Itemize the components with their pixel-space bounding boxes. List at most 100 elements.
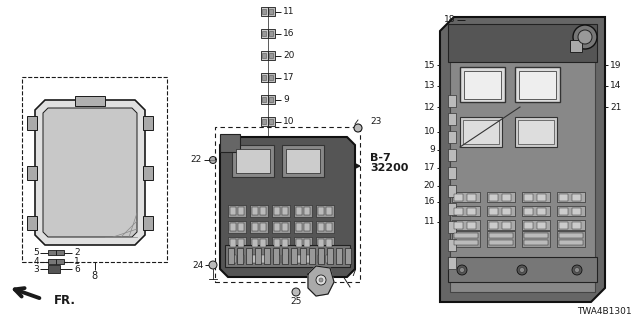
Bar xyxy=(268,29,275,38)
Bar xyxy=(489,221,498,228)
Bar xyxy=(263,173,267,178)
Text: 5: 5 xyxy=(33,248,39,257)
Bar xyxy=(268,139,275,148)
Bar xyxy=(454,240,478,245)
Bar xyxy=(272,253,290,265)
Bar xyxy=(304,239,310,247)
Bar xyxy=(448,203,456,215)
Bar xyxy=(326,207,332,215)
Bar xyxy=(262,9,266,14)
Bar xyxy=(260,207,266,215)
Circle shape xyxy=(209,156,216,164)
Bar xyxy=(326,255,332,263)
Bar xyxy=(261,95,268,104)
Bar xyxy=(255,157,262,166)
Bar xyxy=(249,185,255,194)
Bar xyxy=(448,257,456,269)
Text: 12: 12 xyxy=(424,102,435,111)
Bar xyxy=(269,159,273,164)
Bar xyxy=(48,259,56,264)
Bar xyxy=(257,173,260,178)
Bar xyxy=(250,187,254,192)
Bar xyxy=(269,185,273,190)
Bar xyxy=(448,239,456,251)
Bar xyxy=(260,255,266,263)
Text: 15: 15 xyxy=(283,183,294,192)
Text: 19: 19 xyxy=(610,60,621,69)
Bar xyxy=(489,194,498,201)
Text: 12: 12 xyxy=(283,139,294,148)
Bar xyxy=(572,207,581,214)
Text: 32200: 32200 xyxy=(370,163,408,173)
Bar xyxy=(559,240,583,245)
Bar xyxy=(316,221,334,233)
Bar xyxy=(262,171,269,180)
Polygon shape xyxy=(220,137,355,277)
Bar xyxy=(269,145,273,150)
Text: 25: 25 xyxy=(291,298,301,307)
Text: 9: 9 xyxy=(283,95,289,104)
Bar xyxy=(220,134,240,152)
Circle shape xyxy=(354,124,362,132)
Bar xyxy=(304,207,310,215)
Bar xyxy=(460,67,505,102)
Bar xyxy=(524,233,548,238)
Bar xyxy=(537,207,546,214)
Bar xyxy=(336,248,342,264)
Bar xyxy=(524,207,533,214)
Bar xyxy=(27,216,37,230)
Text: 13: 13 xyxy=(283,157,294,166)
Bar xyxy=(268,73,275,82)
Bar xyxy=(460,117,502,147)
Text: 3: 3 xyxy=(33,265,39,274)
Bar xyxy=(296,255,302,263)
Bar xyxy=(250,173,254,178)
Text: 15: 15 xyxy=(424,60,435,69)
Bar xyxy=(294,253,312,265)
Bar xyxy=(237,248,243,264)
Bar xyxy=(268,7,275,16)
Text: 7: 7 xyxy=(350,269,356,278)
Bar xyxy=(316,205,334,217)
Bar xyxy=(464,71,501,99)
Bar xyxy=(262,31,266,36)
Bar xyxy=(522,231,550,247)
Bar xyxy=(228,253,246,265)
Bar xyxy=(318,255,324,263)
Bar xyxy=(518,120,554,144)
Bar xyxy=(345,248,351,264)
Bar xyxy=(454,233,478,238)
Bar xyxy=(557,231,585,247)
Bar xyxy=(522,192,550,202)
Bar xyxy=(228,205,246,217)
Circle shape xyxy=(316,275,326,285)
Bar xyxy=(228,221,246,233)
Bar xyxy=(238,255,244,263)
Bar xyxy=(294,205,312,217)
Bar xyxy=(261,7,268,16)
Bar xyxy=(262,141,266,146)
Bar xyxy=(250,237,268,249)
Bar xyxy=(56,250,64,255)
Bar xyxy=(250,159,254,164)
Bar xyxy=(252,255,258,263)
Bar xyxy=(22,77,167,262)
Bar xyxy=(272,237,290,249)
Bar xyxy=(448,24,597,62)
Text: 21: 21 xyxy=(230,143,241,152)
Bar xyxy=(524,194,533,201)
Bar xyxy=(255,185,262,194)
Circle shape xyxy=(578,30,592,44)
Bar xyxy=(557,192,585,202)
Text: 11: 11 xyxy=(424,218,435,227)
Bar xyxy=(269,9,273,14)
Bar xyxy=(448,131,456,143)
Bar xyxy=(282,248,288,264)
Bar xyxy=(454,194,463,201)
Text: 12: 12 xyxy=(283,143,294,152)
Bar xyxy=(272,221,290,233)
Bar xyxy=(261,183,268,192)
Bar xyxy=(294,237,312,249)
Bar xyxy=(318,207,324,215)
Bar xyxy=(27,166,37,180)
